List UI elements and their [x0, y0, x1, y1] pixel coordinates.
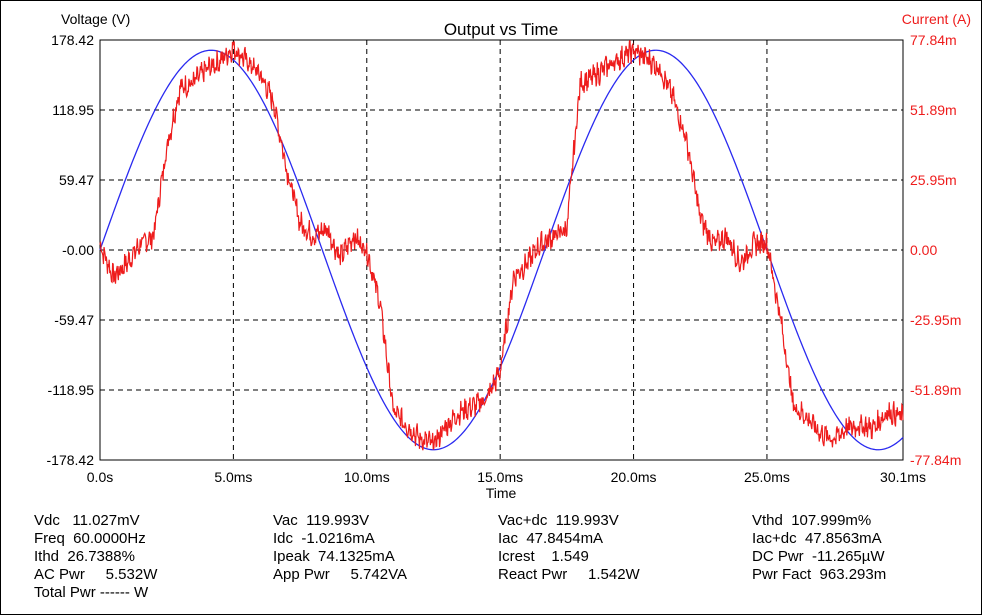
measurement-value: AC Pwr 5.532W [34, 566, 158, 583]
y-tick-label-left: 118.95 [52, 102, 94, 118]
measurement-value: Iac 47.8454mA [498, 530, 604, 547]
x-tick-label: 30.1ms [880, 469, 926, 485]
measurement-value: Ipeak 74.1325mA [273, 548, 395, 565]
y-tick-label-right: 0.00 [910, 242, 937, 258]
y-tick-label-left: -178.42 [47, 452, 95, 468]
measurement-value: Pwr Fact 963.293m [752, 566, 887, 583]
measurement-value: Vac+dc 119.993V [498, 512, 619, 529]
y-tick-label-left: -118.95 [48, 382, 95, 398]
y-tick-label-left: 178.42 [51, 32, 94, 48]
y-axis-left-label: Voltage (V) [61, 11, 130, 27]
measurement-value: Vdc 11.027mV [34, 512, 140, 529]
y-tick-label-right: 51.89m [910, 102, 957, 118]
measurement-value: Icrest 1.549 [498, 548, 589, 565]
x-tick-label: 15.0ms [477, 469, 523, 485]
x-tick-label: 0.0s [87, 469, 113, 485]
measurement-value: App Pwr 5.742VA [273, 566, 407, 583]
x-tick-label: 5.0ms [214, 469, 252, 485]
y-tick-label-left: -0.00 [62, 242, 94, 258]
x-axis-label: Time [486, 485, 517, 501]
y-tick-label-right: -51.89m [910, 382, 961, 398]
measurement-value: DC Pwr -11.265µW [752, 548, 885, 565]
measurement-value: React Pwr 1.542W [498, 566, 640, 583]
chart-title: Output vs Time [444, 20, 558, 39]
y-axis-right-ticks: 77.84m 51.89m 25.95m 0.00 -25.95m -51.89m -77.… [910, 32, 961, 468]
y-tick-label-left: -59.47 [54, 312, 94, 328]
y-axis-right-label: Current (A) [902, 11, 971, 27]
measurement-panel: Vdc 11.027mV Vac 119.993V Vac+dc 119.993V V… [0, 506, 982, 615]
measurement-value: Ithd 26.7388% [34, 548, 135, 565]
current-series-line [99, 39, 904, 451]
y-tick-label-right: 25.95m [910, 172, 957, 188]
measurement-value: Iac+dc 47.8563mA [752, 530, 882, 547]
y-tick-label-right: -77.84m [910, 452, 961, 468]
measurement-value: Freq 60.0000Hz [34, 530, 146, 547]
x-tick-label: 20.0ms [611, 469, 657, 485]
y-tick-label-left: 59.47 [59, 172, 94, 188]
x-tick-label: 25.0ms [744, 469, 790, 485]
measurement-value: Total Pwr ------ W [34, 584, 149, 601]
y-axis-left-ticks: 178.42 118.95 59.47 -0.00 -59.47 -118.95 -178.… [47, 32, 95, 468]
measurement-value: Vac 119.993V [273, 512, 370, 529]
measurement-value: Vthd 107.999m% [752, 512, 872, 529]
y-tick-label-right: 77.84m [910, 32, 957, 48]
x-axis-ticks: 0.0s 5.0ms 10.0ms 15.0ms 20.0ms 25.0ms 30.1ms [87, 469, 926, 485]
measurement-value: Idc -1.0216mA [273, 530, 375, 547]
output-vs-time-chart: 178.42 118.95 59.47 -0.00 -59.47 -118.95 -178.… [47, 11, 971, 501]
y-tick-label-right: -25.95m [910, 312, 961, 328]
x-tick-label: 10.0ms [344, 469, 390, 485]
